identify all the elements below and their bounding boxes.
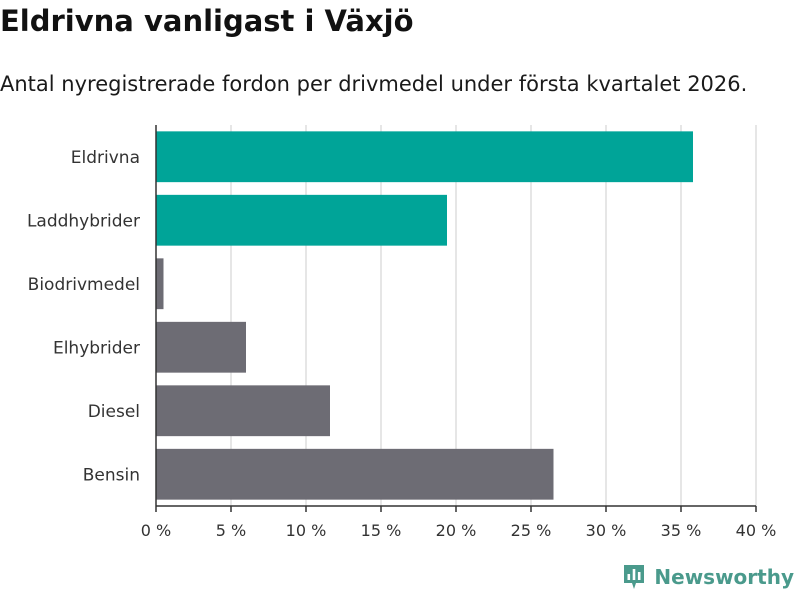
category-label: Biodrivmedel bbox=[28, 275, 140, 295]
category-label: Diesel bbox=[88, 402, 140, 422]
x-tick-label: 40 % bbox=[736, 521, 777, 540]
bar-chart-logo-icon bbox=[624, 565, 645, 589]
bar-bensin bbox=[156, 448, 554, 500]
bars bbox=[156, 131, 693, 500]
x-tick-label: 30 % bbox=[586, 521, 627, 540]
grid-lines bbox=[230, 125, 757, 506]
x-tick-label: 20 % bbox=[436, 521, 477, 540]
bar-laddhybrider bbox=[156, 194, 447, 246]
axes bbox=[155, 125, 757, 512]
x-tick-label: 5 % bbox=[216, 521, 246, 540]
x-tick-label: 15 % bbox=[361, 521, 402, 540]
category-labels: Eldrivna Laddhybrider Biodrivmedel Elhybrid… bbox=[27, 148, 140, 486]
brand-name: Newsworthy bbox=[654, 565, 794, 589]
newsworthy-logo: Newsworthy bbox=[622, 564, 794, 590]
category-label: Bensin bbox=[83, 465, 140, 485]
x-tick-label: 35 % bbox=[661, 521, 702, 540]
x-tick-label: 10 % bbox=[286, 521, 327, 540]
chart-subtitle: Antal nyregistrerade fordon per drivmede… bbox=[0, 72, 748, 96]
bar-elhybrider bbox=[156, 321, 246, 373]
category-label: Eldrivna bbox=[71, 148, 140, 168]
bar-diesel bbox=[156, 385, 330, 437]
category-label: Laddhybrider bbox=[27, 211, 140, 231]
tick-labels: 0 % 5 % 10 % 15 % 20 % 25 % 30 % 35 % 40 % bbox=[141, 521, 777, 540]
bar-biodrivmedel bbox=[156, 258, 164, 310]
x-tick-label: 0 % bbox=[141, 521, 171, 540]
x-tick-label: 25 % bbox=[511, 521, 552, 540]
category-label: Elhybrider bbox=[53, 338, 140, 358]
bar-eldrivna bbox=[156, 131, 693, 183]
chart-title: Eldrivna vanligast i Växjö bbox=[0, 4, 414, 38]
